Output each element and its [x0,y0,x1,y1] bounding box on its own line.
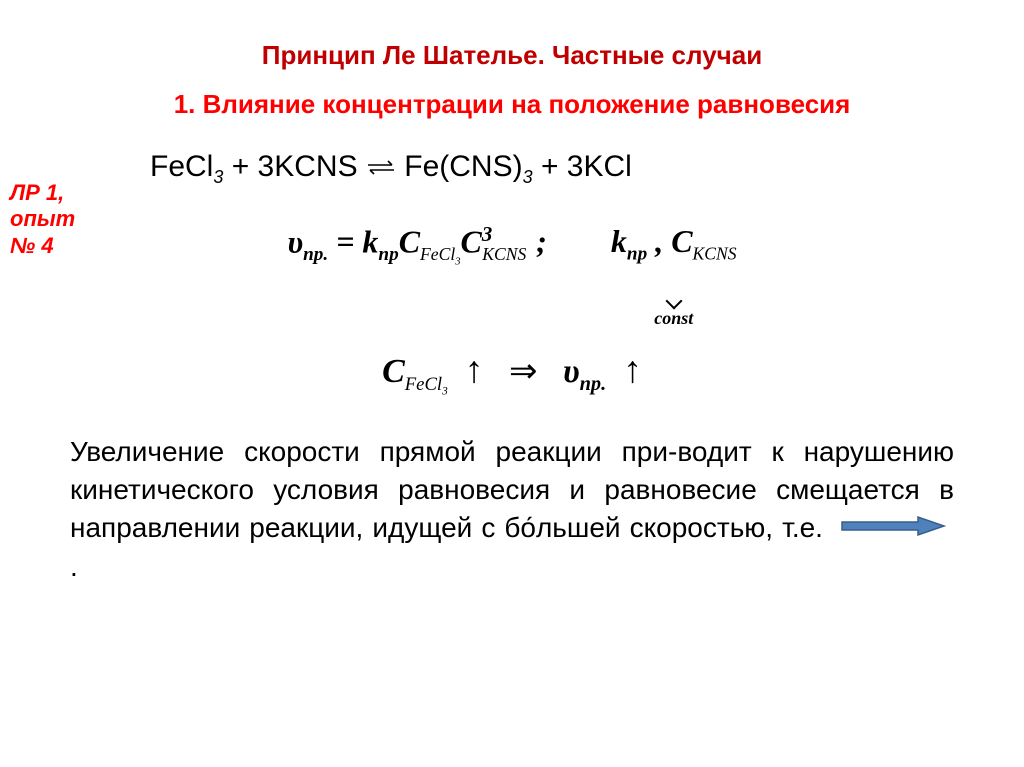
eq-left1: FeCl [150,150,213,183]
underbrace-icon: const [611,265,737,329]
side-line-2: опыт [10,206,75,231]
k-symbol: k [362,224,378,260]
upsilon-sub: пр. [303,244,328,265]
k2-symbol: k [611,223,627,259]
body-text-main: Увеличение скорости прямой реакции при-в… [70,436,954,543]
rate-formula-row: υпр. = kпрCFeCl3C3KCNS; kпр , CKCNS cons… [70,223,954,329]
k-sub: пр [378,244,398,265]
C3-sub: KCNS [693,243,737,263]
eq-right1-sub: 3 [523,167,533,187]
upsilon-symbol: υ [287,224,303,260]
C1-symbol: C [399,224,420,260]
C-symbol-2: C [382,353,405,390]
semicolon: ; [536,224,547,260]
const-group: kпр , CKCNS const [611,223,737,329]
const-label: const [611,308,737,329]
lab-reference-label: ЛР 1, опыт № 4 [10,180,90,259]
upsilon-symbol-2: υ [563,353,580,390]
eq-plus1: + 3KCNS [223,150,366,183]
C2-sub: KCNS [482,244,526,264]
comma: , [647,223,671,259]
implies-icon: ⇒ [500,353,546,390]
right-arrow-icon [838,510,948,548]
body-text-end: . [70,551,78,582]
C3-symbol: C [671,223,692,259]
eq-plus2: + 3KCl [533,150,632,183]
eq-right1: Fe(CNS) [396,150,523,183]
eq-sign: = [328,224,362,260]
implication-formula-row: CFeCl3 ↑ ⇒ υпр. ↑ [70,349,954,398]
C2-sup: 3 [482,223,492,246]
equilibrium-arrows-icon [366,151,396,185]
slide-title-principle: Принцип Ле Шателье. Частные случаи [70,40,954,71]
eq-left1-sub: 3 [213,167,223,187]
up-arrow-1-icon: ↑ [465,350,484,391]
side-line-3: № 4 [10,233,54,258]
C2-symbol: C [461,224,482,260]
explanation-paragraph: Увеличение скорости прямой реакции при-в… [70,433,954,586]
slide-container: Принцип Ле Шателье. Частные случаи 1. Вл… [0,0,1024,767]
upsilon-sub-2: пр. [580,373,607,395]
side-line-1: ЛР 1, [10,180,64,205]
C1-sub: FeCl3 [420,244,460,264]
chemical-equation: FeCl3 + 3KCNS Fe(CNS)3 + 3KCl [150,150,954,188]
C-sub-2: FeCl3 [405,374,448,395]
up-arrow-2-icon: ↑ [623,350,642,391]
slide-title-subtitle: 1. Влияние концентрации на положение рав… [70,89,954,120]
k2-sub: пр [627,243,647,264]
